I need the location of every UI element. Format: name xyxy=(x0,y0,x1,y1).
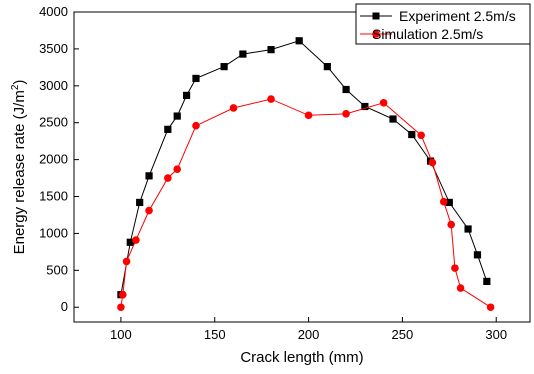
y-tick-label: 0 xyxy=(61,299,68,314)
x-axis-ticks: 100 150 200 250 300 xyxy=(110,317,507,342)
data-point-simulation xyxy=(267,95,275,103)
series-line-simulation xyxy=(120,98,491,308)
y-tick-label: 3000 xyxy=(39,78,68,93)
series-simulation xyxy=(117,95,495,312)
data-point-experiment xyxy=(126,238,134,246)
plot-area xyxy=(73,11,531,323)
y-tick-label: 500 xyxy=(46,262,68,277)
data-point-experiment xyxy=(173,112,181,120)
data-point-experiment xyxy=(192,74,200,83)
data-point-simulation xyxy=(164,174,172,182)
data-point-experiment xyxy=(473,251,482,259)
y-axis-label-close: ) xyxy=(11,80,28,85)
data-point-experiment xyxy=(323,63,331,71)
data-point-experiment xyxy=(182,91,191,100)
data-point-simulation xyxy=(451,264,459,272)
data-point-simulation xyxy=(486,303,495,312)
data-point-simulation xyxy=(229,104,238,112)
data-point-experiment xyxy=(220,63,228,71)
data-point-simulation xyxy=(118,290,127,299)
series-layer xyxy=(117,37,495,312)
data-point-experiment xyxy=(361,102,369,111)
data-point-simulation xyxy=(145,206,153,215)
legend-marker-simulation xyxy=(372,30,380,38)
legend-box xyxy=(355,3,531,45)
data-point-experiment xyxy=(239,50,247,58)
x-tick-label: 150 xyxy=(204,327,226,342)
data-point-simulation xyxy=(304,111,313,120)
data-point-simulation xyxy=(447,220,455,229)
data-point-experiment xyxy=(445,198,453,207)
data-point-simulation xyxy=(439,197,448,206)
y-axis-label-sup: 2 xyxy=(10,84,21,90)
x-axis-label: Crack length (mm) xyxy=(240,349,363,366)
data-point-simulation xyxy=(173,165,182,174)
data-point-experiment xyxy=(145,172,153,180)
data-point-simulation xyxy=(428,158,437,167)
data-point-experiment xyxy=(136,198,144,207)
data-point-experiment xyxy=(164,125,172,133)
data-point-experiment xyxy=(342,85,350,94)
data-point-simulation xyxy=(132,236,140,244)
x-tick-label: 100 xyxy=(110,327,132,342)
legend: Experiment 2.5m/s Simulation 2.5m/s xyxy=(355,3,531,45)
y-tick-label: 2000 xyxy=(39,152,68,167)
y-tick-label: 1000 xyxy=(39,225,68,240)
data-point-experiment xyxy=(389,115,397,123)
y-axis-ticks: 0 500 1000 1500 2000 2500 3000 3500 4000 xyxy=(39,4,79,314)
series-experiment xyxy=(117,37,491,299)
y-tick-label: 1500 xyxy=(39,189,68,204)
y-tick-label: 3500 xyxy=(39,41,68,56)
data-point-simulation xyxy=(417,131,425,140)
data-point-simulation xyxy=(117,303,125,312)
data-point-experiment xyxy=(267,46,275,54)
series-line-experiment xyxy=(120,40,488,295)
x-tick-label: 250 xyxy=(392,327,414,342)
data-point-experiment xyxy=(295,37,303,45)
data-point-experiment xyxy=(408,130,416,139)
data-point-experiment xyxy=(483,277,491,286)
data-point-simulation xyxy=(342,110,350,118)
data-point-simulation xyxy=(456,284,465,292)
y-tick-label: 2500 xyxy=(39,115,68,130)
legend-marker-experiment xyxy=(372,12,380,20)
data-point-experiment xyxy=(464,225,472,233)
data-point-simulation xyxy=(192,121,200,130)
x-tick-label: 200 xyxy=(298,327,320,342)
x-tick-label: 300 xyxy=(485,327,507,342)
y-tick-label: 4000 xyxy=(39,4,68,19)
legend-label-simulation: Simulation 2.5m/s xyxy=(372,26,483,42)
data-point-simulation xyxy=(379,98,388,107)
y-axis-label: Energy release rate (J/m2) xyxy=(10,80,28,255)
legend-label-experiment: Experiment 2.5m/s xyxy=(399,8,516,24)
y-axis-label-main: Energy release rate (J/m xyxy=(11,90,28,254)
data-point-simulation xyxy=(122,257,131,266)
